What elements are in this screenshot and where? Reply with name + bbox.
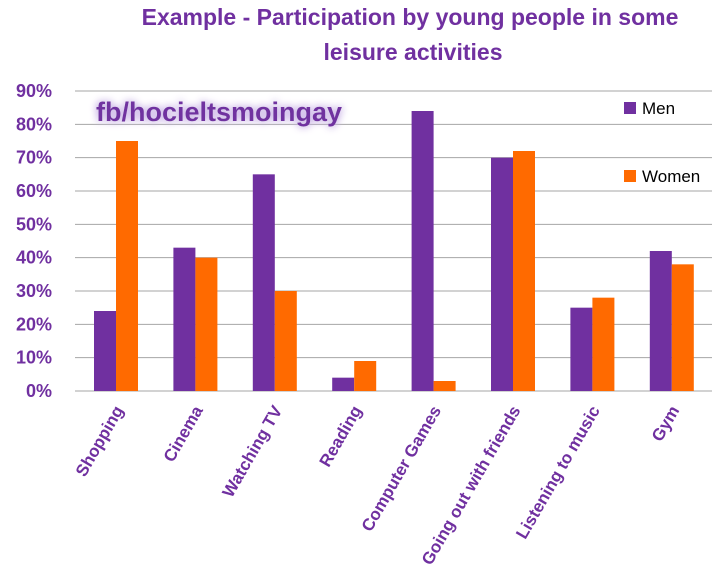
y-tick-label: 60% — [16, 181, 52, 201]
legend-label-women: Women — [642, 167, 700, 186]
chart-title-line-2: leisure activities — [324, 39, 503, 65]
y-tick-label: 40% — [16, 248, 52, 268]
x-axis-tick-labels: Shopping Cinema Watching TV ReadingComputer… — [72, 402, 683, 568]
legend-swatch-men — [624, 102, 636, 114]
y-tick-label: 70% — [16, 148, 52, 168]
y-tick-label: 80% — [16, 114, 52, 134]
bar-men-computer-games — [411, 111, 434, 391]
x-tick-label: Reading — [316, 403, 366, 471]
bar-men-watching-tv — [252, 174, 275, 391]
y-axis-tick-labels: 0% 10% 20% 30% 40% 50% 60% 70% 80% 90% — [16, 81, 52, 401]
bar-men-gym — [649, 251, 672, 391]
y-tick-label: 50% — [16, 214, 52, 234]
y-tick-label: 90% — [16, 81, 52, 101]
x-tick-label: Cinema — [160, 402, 207, 465]
x-tick-label: Listening to music — [512, 403, 604, 543]
bar-women-listening-to-music — [592, 297, 615, 391]
chart-title-line-1: Example - Participation by young people … — [142, 4, 679, 30]
legend-swatch-women — [624, 170, 636, 182]
bar-men-going-out-with-friends — [491, 157, 513, 391]
legend: Men Women — [624, 99, 700, 186]
watermark-text: fb/hocieltsmoingay — [96, 97, 342, 127]
gridlines — [75, 90, 712, 392]
y-tick-label: 20% — [16, 314, 52, 334]
bar-women-shopping — [116, 141, 138, 391]
bar-women-gym — [671, 264, 694, 391]
bar-men-cinema — [173, 247, 196, 391]
bar-men-listening-to-music — [570, 307, 593, 391]
y-tick-label: 10% — [16, 348, 52, 368]
x-tick-label: Shopping — [72, 403, 128, 480]
legend-label-men: Men — [642, 99, 675, 118]
x-tick-label: Computer Games — [358, 403, 445, 535]
bars — [94, 111, 694, 391]
bar-women-cinema — [195, 257, 218, 391]
y-tick-label: 0% — [26, 381, 52, 401]
bar-women-going-out-with-friends — [513, 151, 535, 391]
chart-title: Example - Participation by young people … — [142, 4, 679, 65]
bar-men-shopping — [94, 311, 116, 391]
bar-women-computer-games — [433, 381, 456, 391]
bar-women-reading — [354, 361, 377, 391]
bar-women-watching-tv — [274, 291, 297, 391]
y-tick-label: 30% — [16, 281, 52, 301]
bar-men-reading — [332, 377, 355, 391]
x-tick-label: Gym — [648, 403, 683, 445]
x-tick-label: Watching TV — [219, 402, 287, 501]
